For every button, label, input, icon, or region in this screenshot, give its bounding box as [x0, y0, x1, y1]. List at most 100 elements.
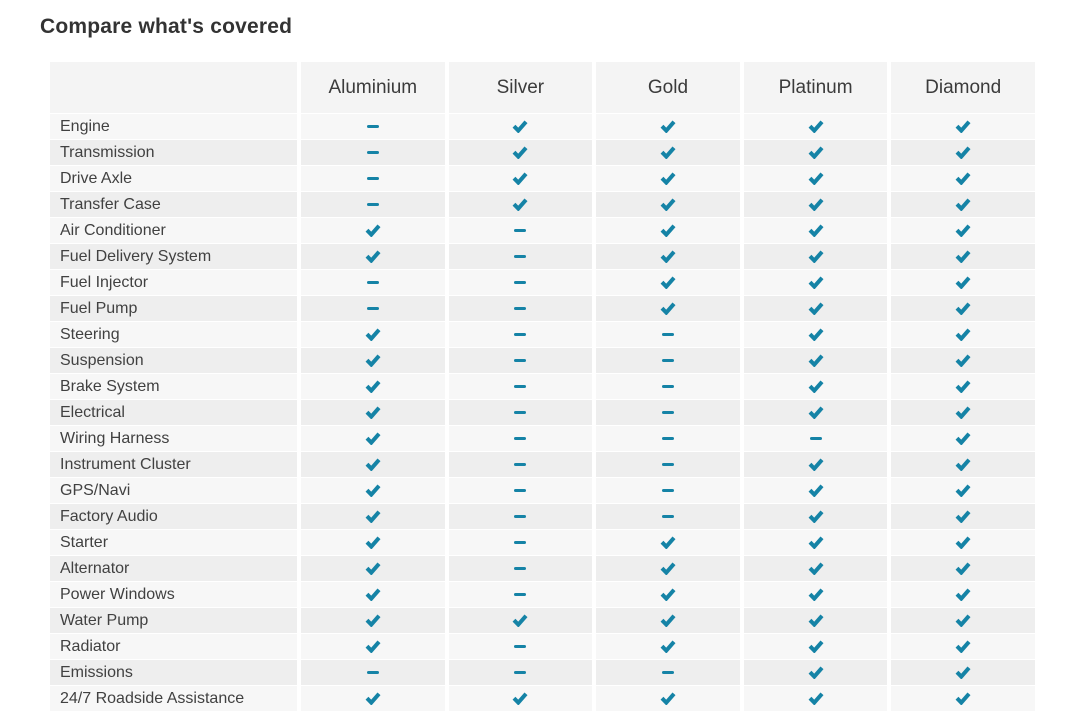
coverage-cell	[891, 270, 1035, 295]
check-icon	[955, 354, 971, 367]
check-icon	[955, 536, 971, 549]
check-icon	[660, 640, 676, 653]
check-icon	[660, 302, 676, 315]
row-label: Engine	[50, 114, 297, 139]
check-icon	[808, 380, 824, 393]
coverage-cell	[743, 114, 888, 139]
coverage-cell	[448, 244, 593, 269]
check-icon	[955, 588, 971, 601]
check-icon	[365, 432, 381, 445]
check-icon	[955, 276, 971, 289]
coverage-cell	[301, 478, 445, 503]
check-icon	[365, 484, 381, 497]
coverage-cell	[743, 192, 888, 217]
coverage-cell	[301, 374, 445, 399]
dash-icon	[514, 333, 527, 336]
coverage-cell	[301, 608, 445, 633]
dash-icon	[366, 151, 379, 154]
check-icon	[365, 536, 381, 549]
table-row: Suspension	[50, 348, 1035, 373]
coverage-cell	[891, 114, 1035, 139]
column-header-diamond: Diamond	[891, 62, 1035, 113]
dash-icon	[661, 437, 674, 440]
check-icon	[808, 198, 824, 211]
coverage-cell	[448, 478, 593, 503]
coverage-cell	[448, 608, 593, 633]
coverage-cell	[448, 530, 593, 555]
check-icon	[512, 692, 528, 705]
coverage-cell	[596, 218, 740, 243]
coverage-cell	[448, 166, 593, 191]
check-icon	[808, 484, 824, 497]
column-header-aluminium: Aluminium	[301, 62, 445, 113]
check-icon	[808, 406, 824, 419]
check-icon	[365, 458, 381, 471]
check-icon	[808, 588, 824, 601]
check-icon	[660, 276, 676, 289]
table-row: Fuel Injector	[50, 270, 1035, 295]
table-row: Fuel Delivery System	[50, 244, 1035, 269]
check-icon	[365, 588, 381, 601]
check-icon	[808, 614, 824, 627]
column-header-platinum: Platinum	[743, 62, 888, 113]
check-icon	[365, 692, 381, 705]
table-row: Electrical	[50, 400, 1035, 425]
coverage-cell	[891, 296, 1035, 321]
coverage-cell	[596, 556, 740, 581]
coverage-cell	[891, 244, 1035, 269]
dash-icon	[661, 385, 674, 388]
coverage-cell	[448, 374, 593, 399]
coverage-cell	[596, 270, 740, 295]
coverage-cell	[743, 582, 888, 607]
coverage-cell	[301, 504, 445, 529]
check-icon	[955, 432, 971, 445]
coverage-cell	[596, 504, 740, 529]
coverage-cell	[891, 374, 1035, 399]
coverage-cell	[891, 400, 1035, 425]
coverage-cell	[448, 192, 593, 217]
coverage-cell	[448, 322, 593, 347]
table-row: Water Pump	[50, 608, 1035, 633]
coverage-cell	[448, 270, 593, 295]
coverage-cell	[743, 660, 888, 685]
coverage-cell	[743, 322, 888, 347]
row-label: Brake System	[50, 374, 297, 399]
table-body: Engine Transmission Drive Axle Transfer Cas…	[50, 114, 1035, 711]
coverage-cell	[891, 478, 1035, 503]
dash-icon	[514, 385, 527, 388]
coverage-cell	[448, 504, 593, 529]
check-icon	[955, 328, 971, 341]
dash-icon	[366, 307, 379, 310]
check-icon	[365, 614, 381, 627]
coverage-cell	[743, 504, 888, 529]
row-label: Water Pump	[50, 608, 297, 633]
row-label: Starter	[50, 530, 297, 555]
dash-icon	[514, 515, 527, 518]
check-icon	[512, 172, 528, 185]
check-icon	[955, 510, 971, 523]
coverage-cell	[301, 114, 445, 139]
coverage-cell	[596, 244, 740, 269]
coverage-cell	[891, 426, 1035, 451]
check-icon	[955, 120, 971, 133]
column-header-gold: Gold	[596, 62, 740, 113]
coverage-cell	[448, 426, 593, 451]
dash-icon	[366, 125, 379, 128]
page-title: Compare what's covered	[40, 15, 293, 38]
dash-icon	[514, 567, 527, 570]
coverage-cell	[596, 452, 740, 477]
row-label: Suspension	[50, 348, 297, 373]
row-label: Wiring Harness	[50, 426, 297, 451]
dash-icon	[661, 515, 674, 518]
check-icon	[808, 510, 824, 523]
coverage-cell	[301, 296, 445, 321]
check-icon	[365, 250, 381, 263]
check-icon	[660, 562, 676, 575]
dash-icon	[661, 411, 674, 414]
table-row: Alternator	[50, 556, 1035, 581]
coverage-cell	[301, 556, 445, 581]
table-header-row: Aluminium Silver Gold Platinum Diamond	[50, 62, 1035, 113]
coverage-table: Aluminium Silver Gold Platinum Diamond Engin…	[50, 62, 1035, 712]
coverage-cell	[448, 556, 593, 581]
